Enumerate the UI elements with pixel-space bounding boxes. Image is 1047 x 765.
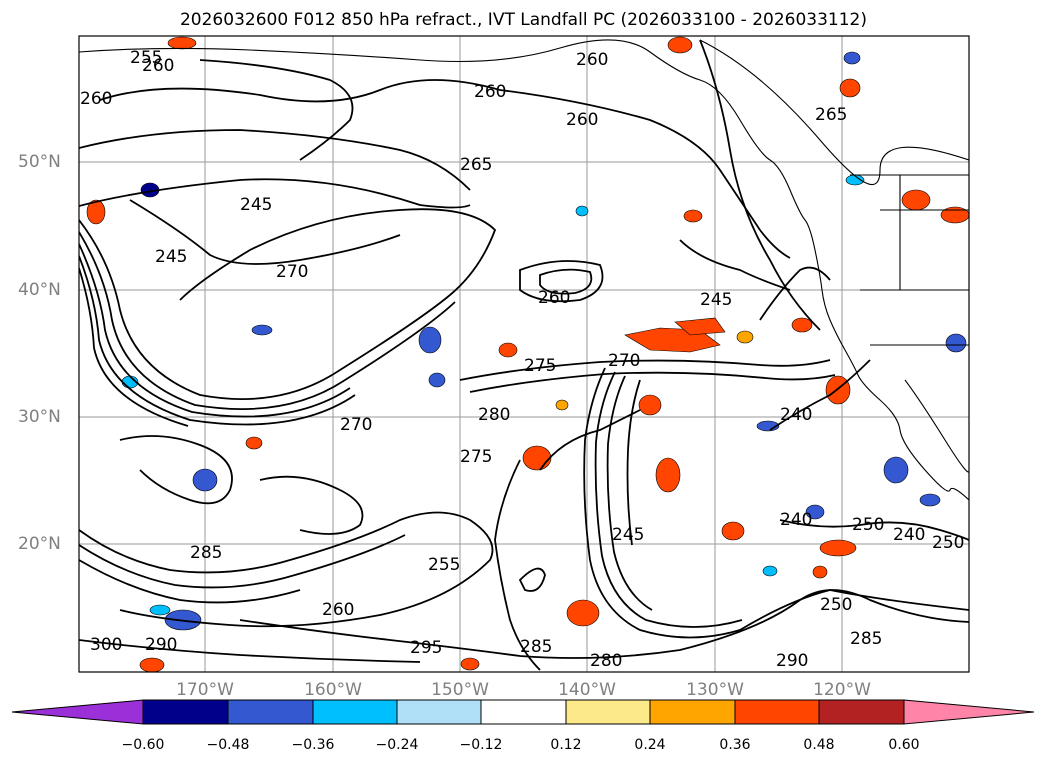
contour-label: 245 — [155, 247, 187, 267]
contour-label: 265 — [460, 155, 492, 175]
colorbar-tick-label: −0.36 — [291, 737, 335, 753]
contour-label: 260 — [538, 288, 570, 308]
contour-label: 255 — [130, 48, 162, 68]
contour-label: 240 — [780, 510, 812, 530]
map-title: 2026032600 F012 850 hPa refract., IVT La… — [179, 10, 867, 30]
contour-label: 260 — [566, 110, 598, 130]
colorbar-tick-label: −0.60 — [121, 737, 165, 753]
contour-label: 260 — [576, 50, 608, 70]
colorbar-extend-high — [903, 699, 1035, 725]
contour-label: 245 — [240, 195, 272, 215]
lat-label: 40°N — [18, 280, 61, 300]
colorbar-extend-low — [11, 699, 144, 725]
lat-label: 50°N — [18, 152, 61, 172]
contour-label: 255 — [428, 555, 460, 575]
colorbar-tick-label: −0.48 — [206, 737, 250, 753]
lon-label: 120°W — [813, 680, 871, 700]
colorbar-tick-label: −0.12 — [459, 737, 503, 753]
contour-label: 250 — [820, 595, 852, 615]
contour-label: 290 — [776, 651, 808, 671]
contour-label: 260 — [142, 56, 174, 76]
colorbar-tick-label: 0.48 — [803, 737, 835, 753]
contour-label: 240 — [780, 405, 812, 425]
contour-label: 270 — [608, 351, 640, 371]
lat-label: 20°N — [18, 534, 61, 554]
contour-label: 260 — [322, 600, 354, 620]
lon-label: 160°W — [304, 680, 362, 700]
refractivity-contours — [79, 39, 969, 671]
lon-label: 130°W — [686, 680, 744, 700]
map-frame — [78, 35, 970, 673]
contour-label: 260 — [474, 82, 506, 102]
colorbar-tick-label: −0.24 — [375, 737, 419, 753]
colorbar-tick-label: 0.24 — [634, 737, 666, 753]
contour-label: 250 — [932, 533, 964, 553]
contour-label: 240 — [893, 525, 925, 545]
colorbar-tick-label: 0.60 — [888, 737, 920, 753]
coastline — [79, 39, 969, 501]
contour-label: 275 — [460, 447, 492, 467]
graticule — [79, 36, 969, 672]
contour-label: 250 — [852, 515, 884, 535]
contour-label: 285 — [850, 629, 882, 649]
colorbar — [11, 699, 1035, 725]
lon-label: 170°W — [176, 680, 234, 700]
contour-label: 265 — [815, 105, 847, 125]
lon-label: 150°W — [431, 680, 489, 700]
contour-label: 280 — [590, 651, 622, 671]
contour-label: 270 — [276, 262, 308, 282]
contour-label: 275 — [524, 356, 556, 376]
contour-label: 285 — [520, 637, 552, 657]
contour-label: 295 — [410, 638, 442, 658]
contour-label: 290 — [145, 635, 177, 655]
contour-label: 300 — [90, 635, 122, 655]
contour-label: 245 — [612, 525, 644, 545]
colorbar-tick-label: 0.36 — [719, 737, 751, 753]
contour-label: 245 — [700, 290, 732, 310]
lat-label: 30°N — [18, 407, 61, 427]
contour-label: 285 — [190, 543, 222, 563]
contour-label: 270 — [340, 415, 372, 435]
contour-label: 280 — [478, 405, 510, 425]
contour-label: 260 — [80, 89, 112, 109]
map-panel: 255 260 260 260 260 260 265 265 245 245 … — [79, 36, 969, 672]
contour-labels: 255 260 260 260 260 260 265 265 245 245 … — [80, 48, 964, 671]
lon-label: 140°W — [558, 680, 616, 700]
colorbar-tick-label: 0.12 — [550, 737, 582, 753]
